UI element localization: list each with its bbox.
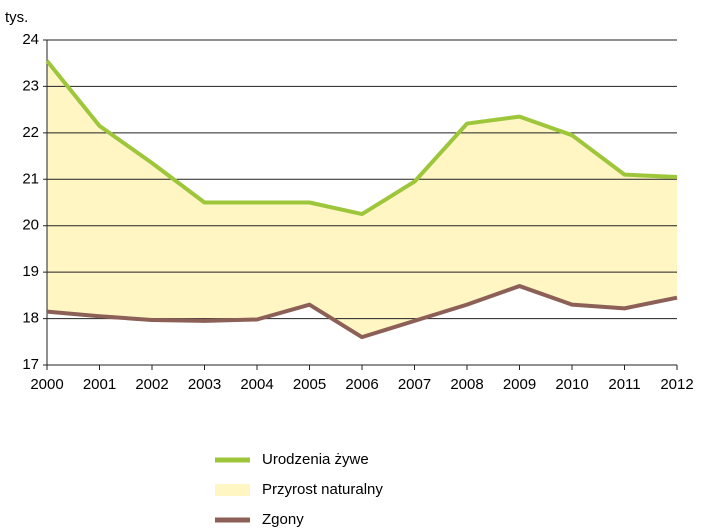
y-tick-label: 18 <box>22 310 39 327</box>
x-tick-label: 2009 <box>503 376 536 393</box>
series-line <box>45 59 678 217</box>
legend-swatch <box>215 484 250 496</box>
x-tick-label: 2002 <box>135 376 168 393</box>
y-axis-label: tys. <box>5 9 28 26</box>
legend-label: Urodzenia żywe <box>262 451 369 468</box>
y-tick-label: 24 <box>22 31 39 48</box>
x-tick-label: 2004 <box>240 376 273 393</box>
y-tick-label: 20 <box>22 217 39 234</box>
y-tick-label: 21 <box>22 170 39 187</box>
x-tick-label: 2005 <box>293 376 326 393</box>
x-tick-label: 2008 <box>450 376 483 393</box>
y-tick-label: 17 <box>22 356 39 373</box>
legend-label: Przyrost naturalny <box>262 481 383 498</box>
y-tick-label: 19 <box>22 263 39 280</box>
legend-label: Zgony <box>262 511 304 528</box>
area-fill <box>47 60 677 338</box>
series-line <box>46 284 678 340</box>
x-tick-label: 2010 <box>555 376 588 393</box>
x-tick-label: 2006 <box>345 376 378 393</box>
x-tick-label: 2001 <box>83 376 116 393</box>
y-tick-label: 23 <box>22 77 39 94</box>
x-tick-label: 2007 <box>398 376 431 393</box>
x-tick-label: 2012 <box>660 376 693 393</box>
y-tick-label: 22 <box>22 124 39 141</box>
x-tick-label: 2011 <box>608 376 640 393</box>
x-tick-label: 2003 <box>188 376 221 393</box>
x-tick-label: 2000 <box>30 376 63 393</box>
